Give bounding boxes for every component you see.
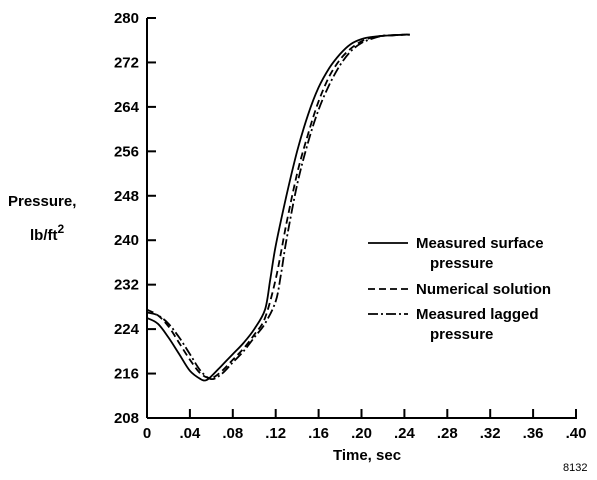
y-ticks: 208 216 224 232 240 248 256 264 272 280	[114, 10, 156, 427]
x-tick-label: .32	[480, 425, 501, 442]
y-tick-label: 280	[114, 10, 139, 27]
x-tick-label: .20	[351, 425, 372, 442]
legend-label-surface-line1: Measured surface	[416, 235, 544, 252]
series-line-measured-lagged	[146, 33, 410, 381]
x-tick-label: 0	[143, 425, 151, 442]
series-line-measured-surface	[146, 33, 410, 382]
y-tick-label: 224	[114, 321, 140, 338]
legend-label-lagged-line2: pressure	[430, 326, 493, 343]
y-tick-label: 240	[114, 232, 139, 249]
y-tick-label: 216	[114, 366, 139, 383]
y-tick-label: 248	[114, 188, 139, 205]
x-tick-label: .16	[308, 425, 329, 442]
axes	[146, 18, 577, 419]
y-tick-label: 256	[114, 143, 139, 160]
series-line-numerical	[146, 33, 410, 379]
y-axis-label: Pressure,	[8, 193, 76, 210]
y-axis-unit: lb/ft	[30, 227, 58, 244]
x-tick-label: .08	[222, 425, 243, 442]
y-tick-label: 264	[114, 99, 140, 116]
x-tick-label: .24	[394, 425, 416, 442]
y-tick-label: 272	[114, 54, 139, 71]
figure-code: 8132	[563, 462, 587, 474]
legend: Measured surface pressure Numerical solu…	[368, 235, 551, 343]
x-tick-label: .04	[179, 425, 201, 442]
x-tick-label: .40	[566, 425, 587, 442]
y-axis-unit-superscript: 2	[58, 222, 65, 236]
y-tick-label: 208	[114, 410, 139, 427]
legend-label-numerical: Numerical solution	[416, 281, 551, 298]
legend-label-lagged-line1: Measured lagged	[416, 306, 539, 323]
y-tick-label: 232	[114, 277, 139, 294]
legend-label-surface-line2: pressure	[430, 255, 493, 272]
x-tick-label: .28	[437, 425, 458, 442]
x-ticks: 0 .04 .08 .12 .16 .20 .24 .28 .32 .36 .40	[143, 409, 587, 442]
y-axis-unit-label: lb/ft2	[30, 222, 65, 244]
x-tick-label: .36	[523, 425, 544, 442]
x-axis-label: Time, sec	[333, 447, 401, 464]
x-tick-label: .12	[265, 425, 286, 442]
series-group	[146, 33, 410, 382]
